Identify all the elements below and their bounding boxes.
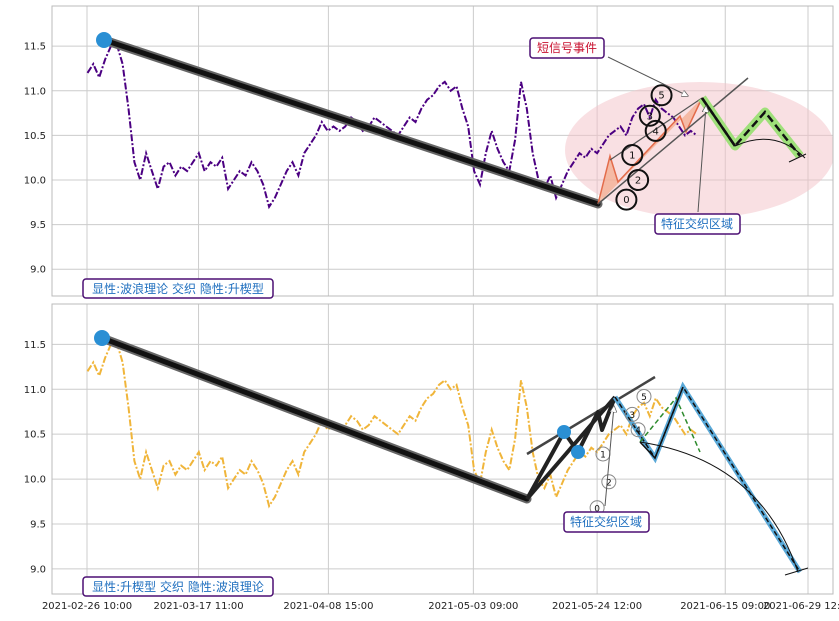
- bottom-x-tick-labels: 2021-02-26 10:00 2021-03-17 11:00 2021-04-…: [42, 601, 839, 612]
- top-wave-label: 5: [658, 91, 664, 102]
- top-wave-label: 2: [635, 176, 641, 187]
- top-wave-point: [650, 84, 673, 107]
- top-pattern-tag: 显性:波浪理论 交织 隐性:升楔型: [82, 278, 274, 299]
- top-projection-tick: [788, 153, 807, 163]
- bottom-trend-bar: [99, 335, 530, 502]
- top-trend-bar: [101, 37, 601, 207]
- top-y-tick-labels: 9.0 9.5 10.0 10.5 11.0 11.5: [24, 42, 46, 276]
- bottom-pivot-b: [571, 445, 585, 459]
- top-signal-tag-box: [529, 37, 605, 59]
- bottom-projection-solid: [639, 386, 684, 460]
- top-pattern-tag-box: [82, 278, 274, 299]
- bottom-projection-tick: [784, 567, 809, 576]
- bottom-y-tick-label: 9.0: [30, 564, 46, 575]
- bottom-wave-point: [630, 422, 646, 438]
- top-signal-arrow: [607, 56, 688, 96]
- top-wave-point: [638, 104, 661, 127]
- top-y-tick-label: 10.0: [24, 176, 46, 187]
- bottom-wedge-upper: [526, 375, 656, 456]
- top-y-tick-label: 9.5: [30, 220, 46, 231]
- bottom-plot-area: [52, 304, 833, 594]
- bottom-wave-label: 1: [600, 450, 606, 460]
- top-region-tag-box: [654, 213, 741, 235]
- bottom-projection-arc: [639, 441, 799, 573]
- top-wave-path: [597, 97, 703, 205]
- top-y-tick-label: 11.5: [24, 42, 46, 53]
- bottom-x-tick-label: 2021-05-24 12:00: [552, 601, 642, 612]
- bottom-wave-label: 0: [594, 504, 600, 514]
- bottom-pattern-tag: 显性:升楔型 交织 隐性:波浪理论: [82, 576, 274, 597]
- bottom-x-tick-label: 2021-02-26 10:00: [42, 601, 132, 612]
- bottom-x-tick-label: 2021-06-15 09:00: [680, 601, 770, 612]
- bottom-y-tick-label: 11.5: [24, 340, 46, 351]
- top-panel: 9.0 9.5 10.0 10.5 11.0 11.5 0 1 2 34 5: [24, 5, 834, 299]
- top-wave-point: [615, 188, 638, 211]
- top-y-tick-label: 10.5: [24, 131, 46, 142]
- top-y-tick-label: 9.0: [30, 265, 46, 276]
- bottom-y-tick-label: 10.0: [24, 475, 46, 486]
- bottom-wedge-zigzag: [525, 396, 617, 500]
- bottom-gridlines: [52, 304, 833, 594]
- top-region-tag: 特征交织区域: [654, 213, 741, 235]
- bottom-pivot-a: [557, 425, 571, 439]
- top-wedge-upper: [597, 77, 749, 205]
- top-wave-points: 0 1 2 34 5: [615, 84, 673, 211]
- bottom-projection-green: [639, 396, 701, 453]
- top-wave-label: 3: [647, 111, 653, 122]
- bottom-wave-point: [624, 406, 640, 422]
- bottom-x-tick-label: 2021-05-03 09:00: [428, 601, 518, 612]
- top-signal-tag-text: 短信号事件: [537, 41, 597, 55]
- bottom-x-tick-label: 2021-04-08 15:00: [283, 601, 373, 612]
- top-start-point: [96, 32, 112, 48]
- bottom-wave-label: 5: [641, 393, 647, 403]
- bottom-wave-label: 3: [629, 411, 635, 421]
- top-frame: [51, 5, 834, 297]
- bottom-region-arrow: [604, 406, 614, 507]
- bottom-pattern-tag-text: 显性:升楔型 交织 隐性:波浪理论: [92, 579, 264, 594]
- top-wave-label: 1: [629, 151, 635, 162]
- bottom-frame: [51, 303, 834, 595]
- top-price-series: [86, 43, 698, 210]
- bottom-start-point: [94, 330, 110, 346]
- bottom-region-tag-text: 特征交织区域: [570, 514, 642, 529]
- top-signal-tag: 短信号事件: [529, 37, 605, 59]
- top-projection-arc: [734, 138, 806, 159]
- bottom-region-tag: 特征交织区域: [563, 511, 650, 533]
- bottom-pattern-tag-box: [82, 576, 274, 597]
- top-region-tag-text: 特征交织区域: [661, 216, 733, 231]
- bottom-y-tick-labels: 9.0 9.5 10.0 10.5 11.0 11.5: [24, 340, 46, 575]
- bottom-y-tick-label: 10.5: [24, 430, 46, 441]
- bottom-wave-point: [636, 388, 652, 404]
- top-y-tick-label: 11.0: [24, 86, 46, 97]
- bottom-region-tag-box: [563, 511, 650, 533]
- top-wave-point: [627, 169, 650, 191]
- bottom-wave-label: 4: [635, 426, 641, 436]
- top-wave-label: 4: [653, 126, 659, 137]
- top-region-arrow: [697, 106, 706, 213]
- bottom-x-tick-label: 2021-06-29 12:00: [763, 601, 839, 612]
- top-wave-point: [621, 144, 644, 167]
- top-wave-point: [644, 119, 667, 142]
- bottom-y-tick-label: 9.5: [30, 519, 46, 530]
- top-wedge-lower: [609, 97, 703, 161]
- top-wave-fill: [598, 98, 702, 204]
- bottom-y-tick-label: 11.0: [24, 385, 46, 396]
- bottom-x-tick-label: 2021-03-17 11:00: [153, 601, 243, 612]
- top-pattern-tag-text: 显性:波浪理论 交织 隐性:升楔型: [92, 281, 264, 296]
- bottom-wave-label: 2: [606, 478, 612, 488]
- top-wave-label: 0: [623, 195, 629, 206]
- bottom-projection-dashed: [614, 385, 801, 573]
- bottom-wave-point: [601, 474, 617, 490]
